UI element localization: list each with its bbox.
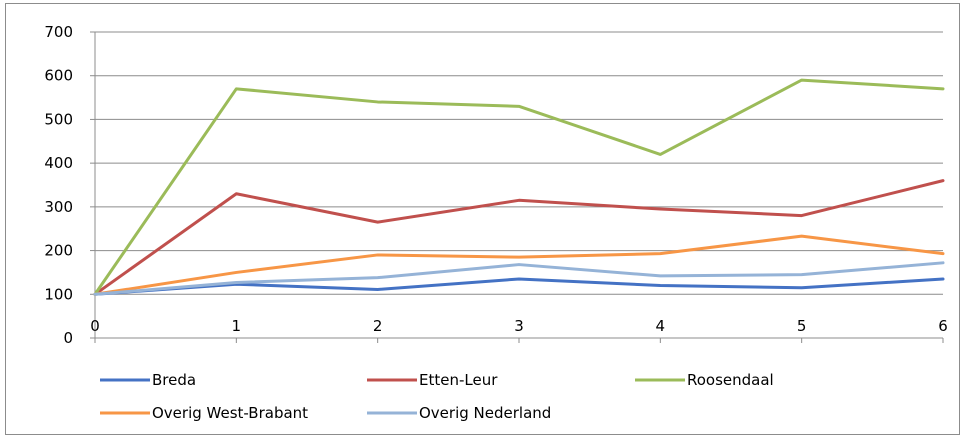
legend-item-overig-west-brabant: Overig West-Brabant [100, 404, 308, 422]
y-tick-label-700: 700 [44, 23, 73, 41]
legend-label-roosendaal: Roosendaal [687, 371, 774, 389]
legend-item-overig-nederland: Overig Nederland [367, 404, 551, 422]
x-tick-label-6: 6 [938, 317, 948, 335]
y-tick-labels: 0 100 200 300 400 500 600 700 [44, 23, 73, 347]
legend-label-overig-west-brabant: Overig West-Brabant [152, 404, 308, 422]
y-tick-label-200: 200 [44, 242, 73, 260]
y-tick-label-600: 600 [44, 67, 73, 85]
x-tick-label-4: 4 [656, 317, 666, 335]
gridlines [95, 31, 943, 295]
x-tick-label-1: 1 [232, 317, 242, 335]
series-line-etten-leur [93, 179, 945, 296]
legend-label-etten-leur: Etten-Leur [419, 371, 498, 389]
y-tick-label-400: 400 [44, 154, 73, 172]
x-tick-label-5: 5 [797, 317, 807, 335]
x-tick-labels: 0 1 2 3 4 5 6 [90, 317, 948, 335]
series-line-roosendaal [93, 78, 945, 296]
axes [90, 31, 944, 343]
series-line-overig-west-brabant [93, 234, 945, 296]
legend-item-roosendaal: Roosendaal [635, 371, 774, 389]
x-tick-label-0: 0 [90, 317, 100, 335]
legend-label-overig-nederland: Overig Nederland [419, 404, 551, 422]
series-line-breda [93, 277, 945, 296]
legend-label-breda: Breda [152, 371, 196, 389]
x-tick-label-2: 2 [373, 317, 383, 335]
series-lines [93, 78, 945, 296]
legend-item-breda: Breda [100, 371, 196, 389]
y-tick-label-100: 100 [44, 285, 73, 303]
y-tick-label-300: 300 [44, 198, 73, 216]
y-tick-label-0: 0 [63, 329, 73, 347]
series-line-overig-nederland [93, 261, 945, 296]
chart-frame [5, 3, 960, 435]
x-tick-label-3: 3 [514, 317, 524, 335]
legend: Breda Etten-Leur Roosendaal Overig West-Bra… [100, 371, 774, 422]
legend-item-etten-leur: Etten-Leur [367, 371, 498, 389]
y-tick-label-500: 500 [44, 110, 73, 128]
